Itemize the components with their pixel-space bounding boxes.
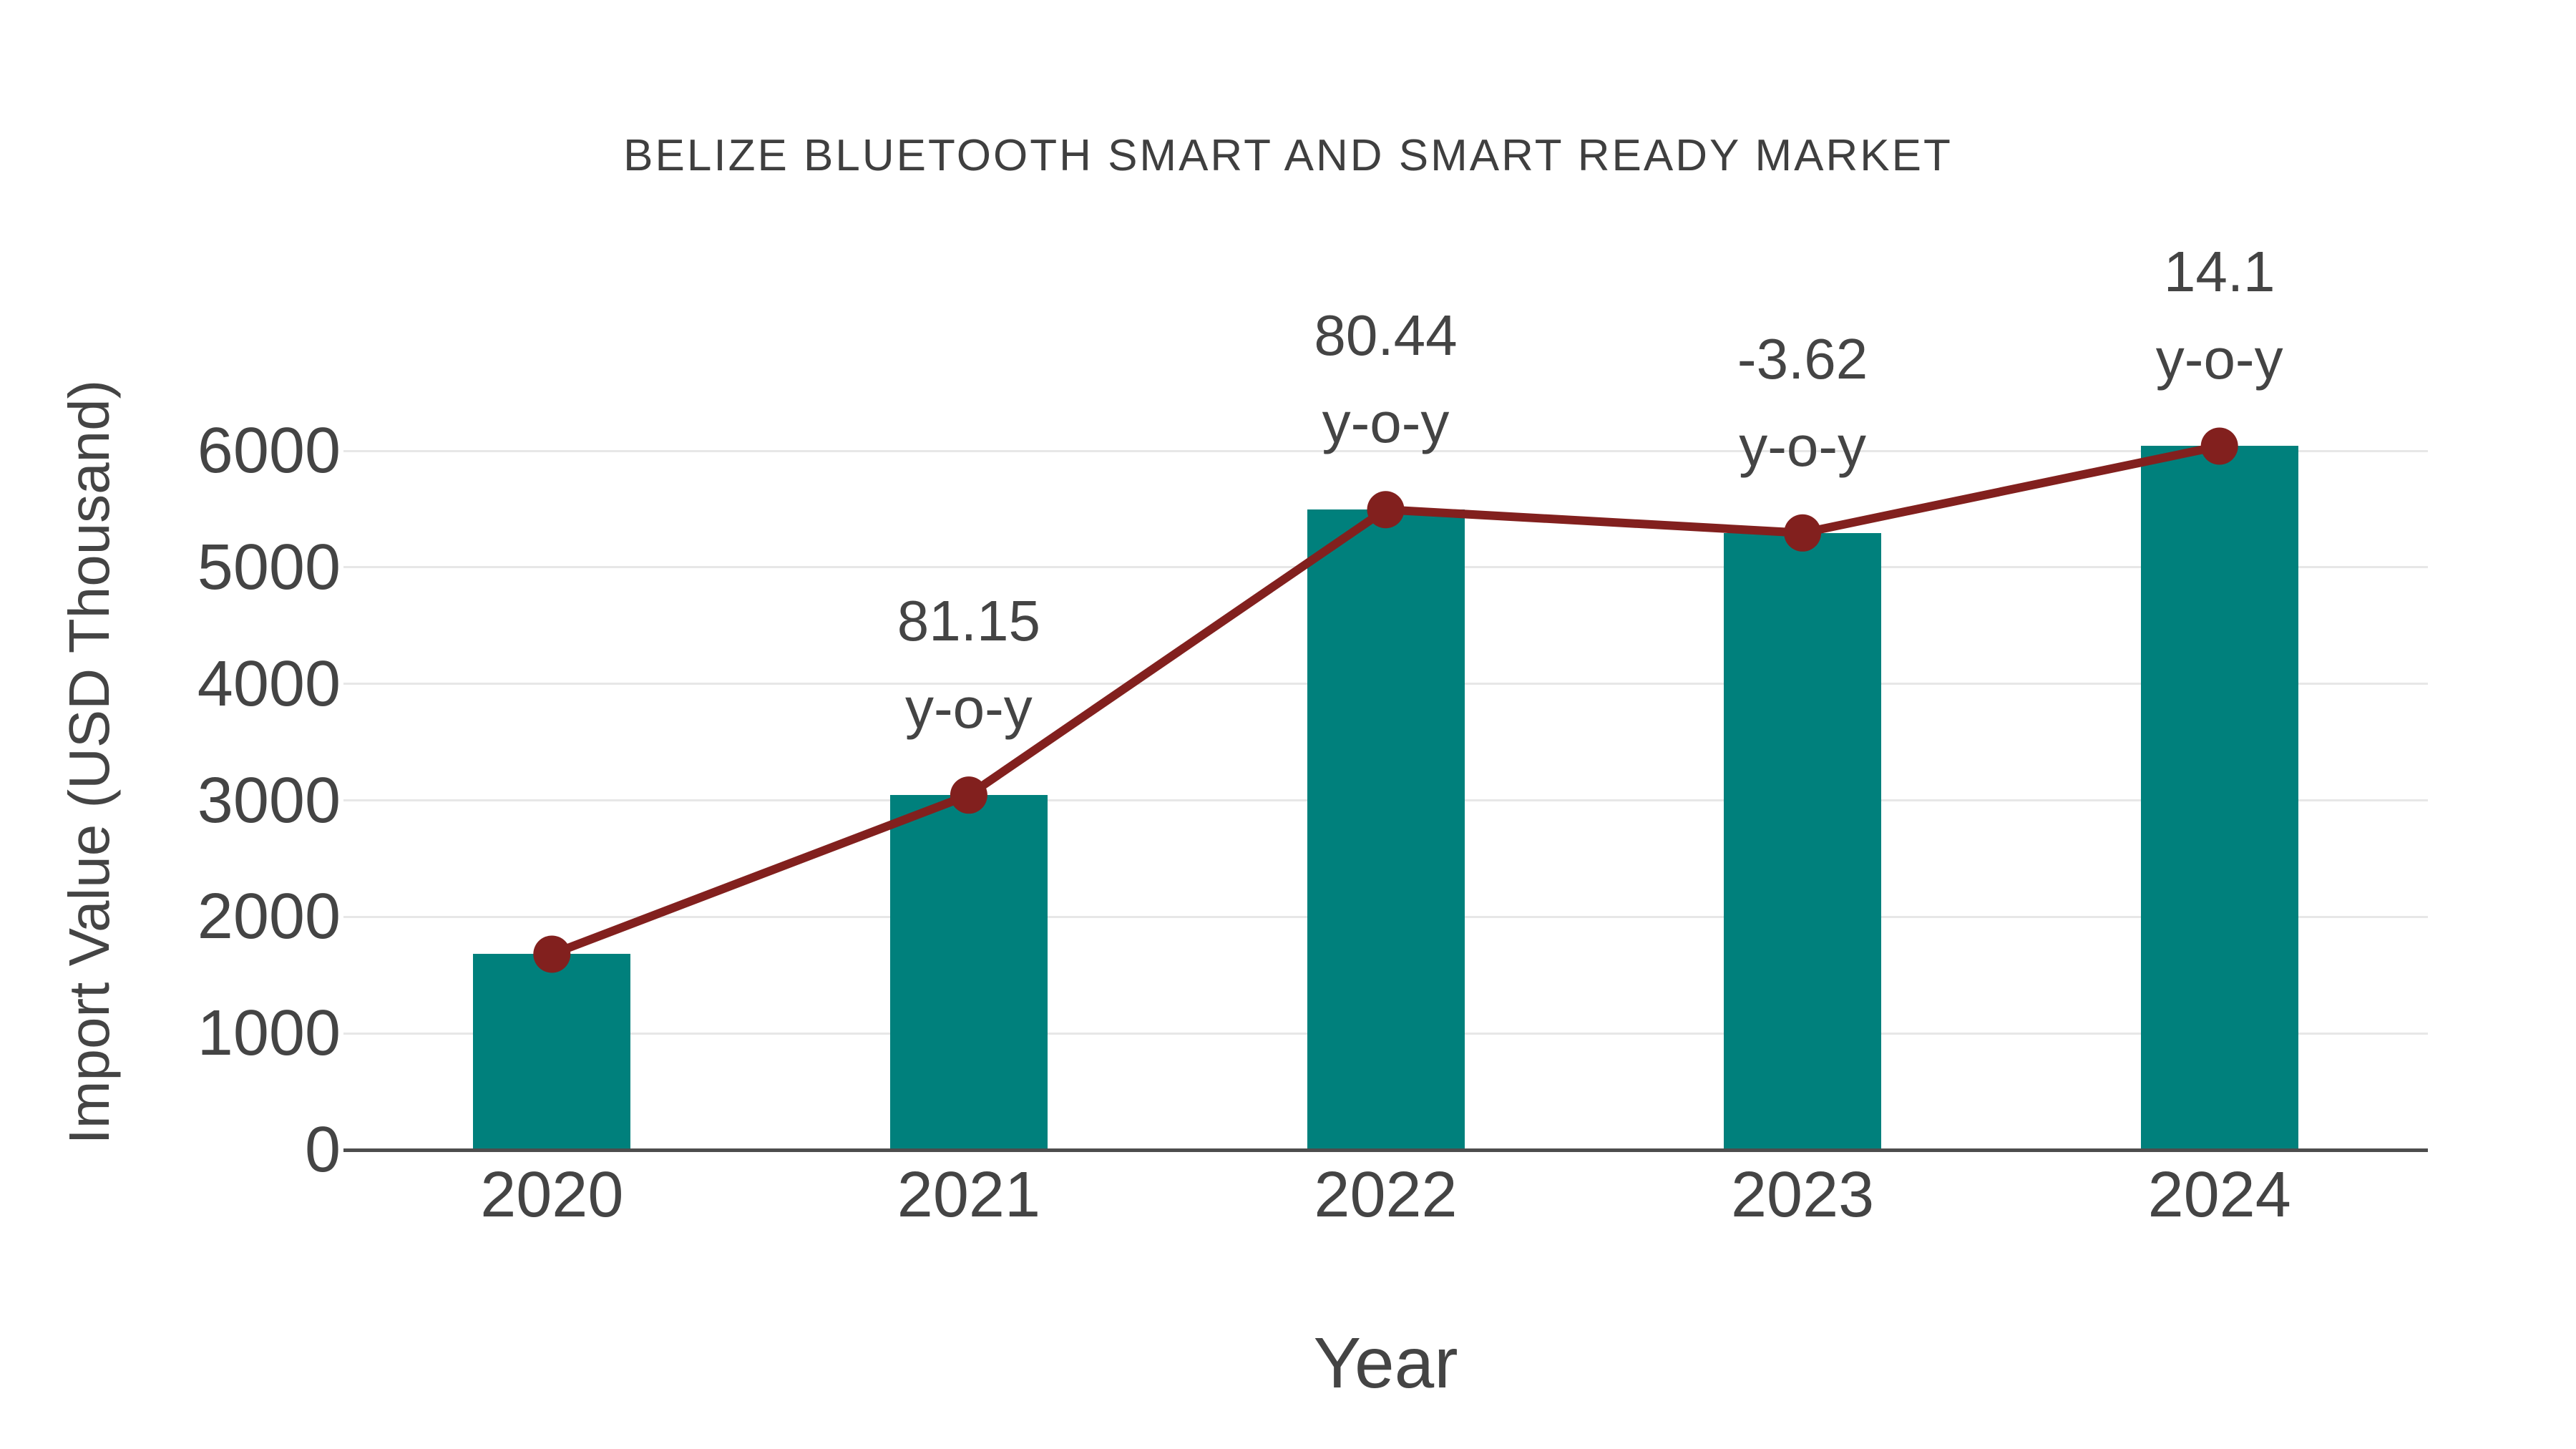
bar-2020 xyxy=(473,954,631,1150)
x-tick-label-2024: 2024 xyxy=(2147,1159,2291,1231)
yoy-suffix-2023: y-o-y xyxy=(1739,414,1866,478)
bar-2021 xyxy=(889,795,1048,1150)
bar-2022 xyxy=(1307,509,1465,1150)
x-axis-line xyxy=(343,1148,2428,1152)
bar-2023 xyxy=(1724,532,1882,1150)
y-tick-label-3000: 3000 xyxy=(197,764,341,836)
y-tick-label-5000: 5000 xyxy=(197,531,341,603)
yoy-annotation-2021: 81.15 y-o-y xyxy=(761,577,1177,752)
yoy-annotation-2024: 14.1 y-o-y xyxy=(2011,228,2428,403)
yoy-value-2022: 80.44 xyxy=(1314,303,1458,368)
yoy-annotation-2022: 80.44 y-o-y xyxy=(1178,292,1594,467)
yoy-suffix-2024: y-o-y xyxy=(2155,327,2283,391)
x-tick-label-2022: 2022 xyxy=(1314,1159,1458,1231)
y-tick-label-6000: 6000 xyxy=(197,415,341,487)
y-tick-label-1000: 1000 xyxy=(197,997,341,1070)
y-tick-label-0: 0 xyxy=(304,1114,341,1186)
x-axis-title: Year xyxy=(1313,1323,1458,1403)
bar-2024 xyxy=(2140,446,2298,1150)
yoy-suffix-2021: y-o-y xyxy=(905,676,1033,741)
yoy-value-2023: -3.62 xyxy=(1737,326,1868,391)
yoy-value-2024: 14.1 xyxy=(2163,240,2275,304)
yoy-suffix-2022: y-o-y xyxy=(1322,391,1450,455)
y-tick-label-2000: 2000 xyxy=(197,881,341,953)
x-tick-label-2020: 2020 xyxy=(480,1159,624,1231)
x-tick-label-2023: 2023 xyxy=(1730,1159,1875,1231)
y-tick-label-4000: 4000 xyxy=(197,648,341,720)
yoy-annotation-2023: -3.62 y-o-y xyxy=(1594,316,2011,490)
yoy-value-2021: 81.15 xyxy=(897,589,1040,653)
x-tick-label-2021: 2021 xyxy=(897,1159,1040,1231)
chart-title: BELIZE BLUETOOTH SMART AND SMART READY M… xyxy=(623,131,1953,180)
